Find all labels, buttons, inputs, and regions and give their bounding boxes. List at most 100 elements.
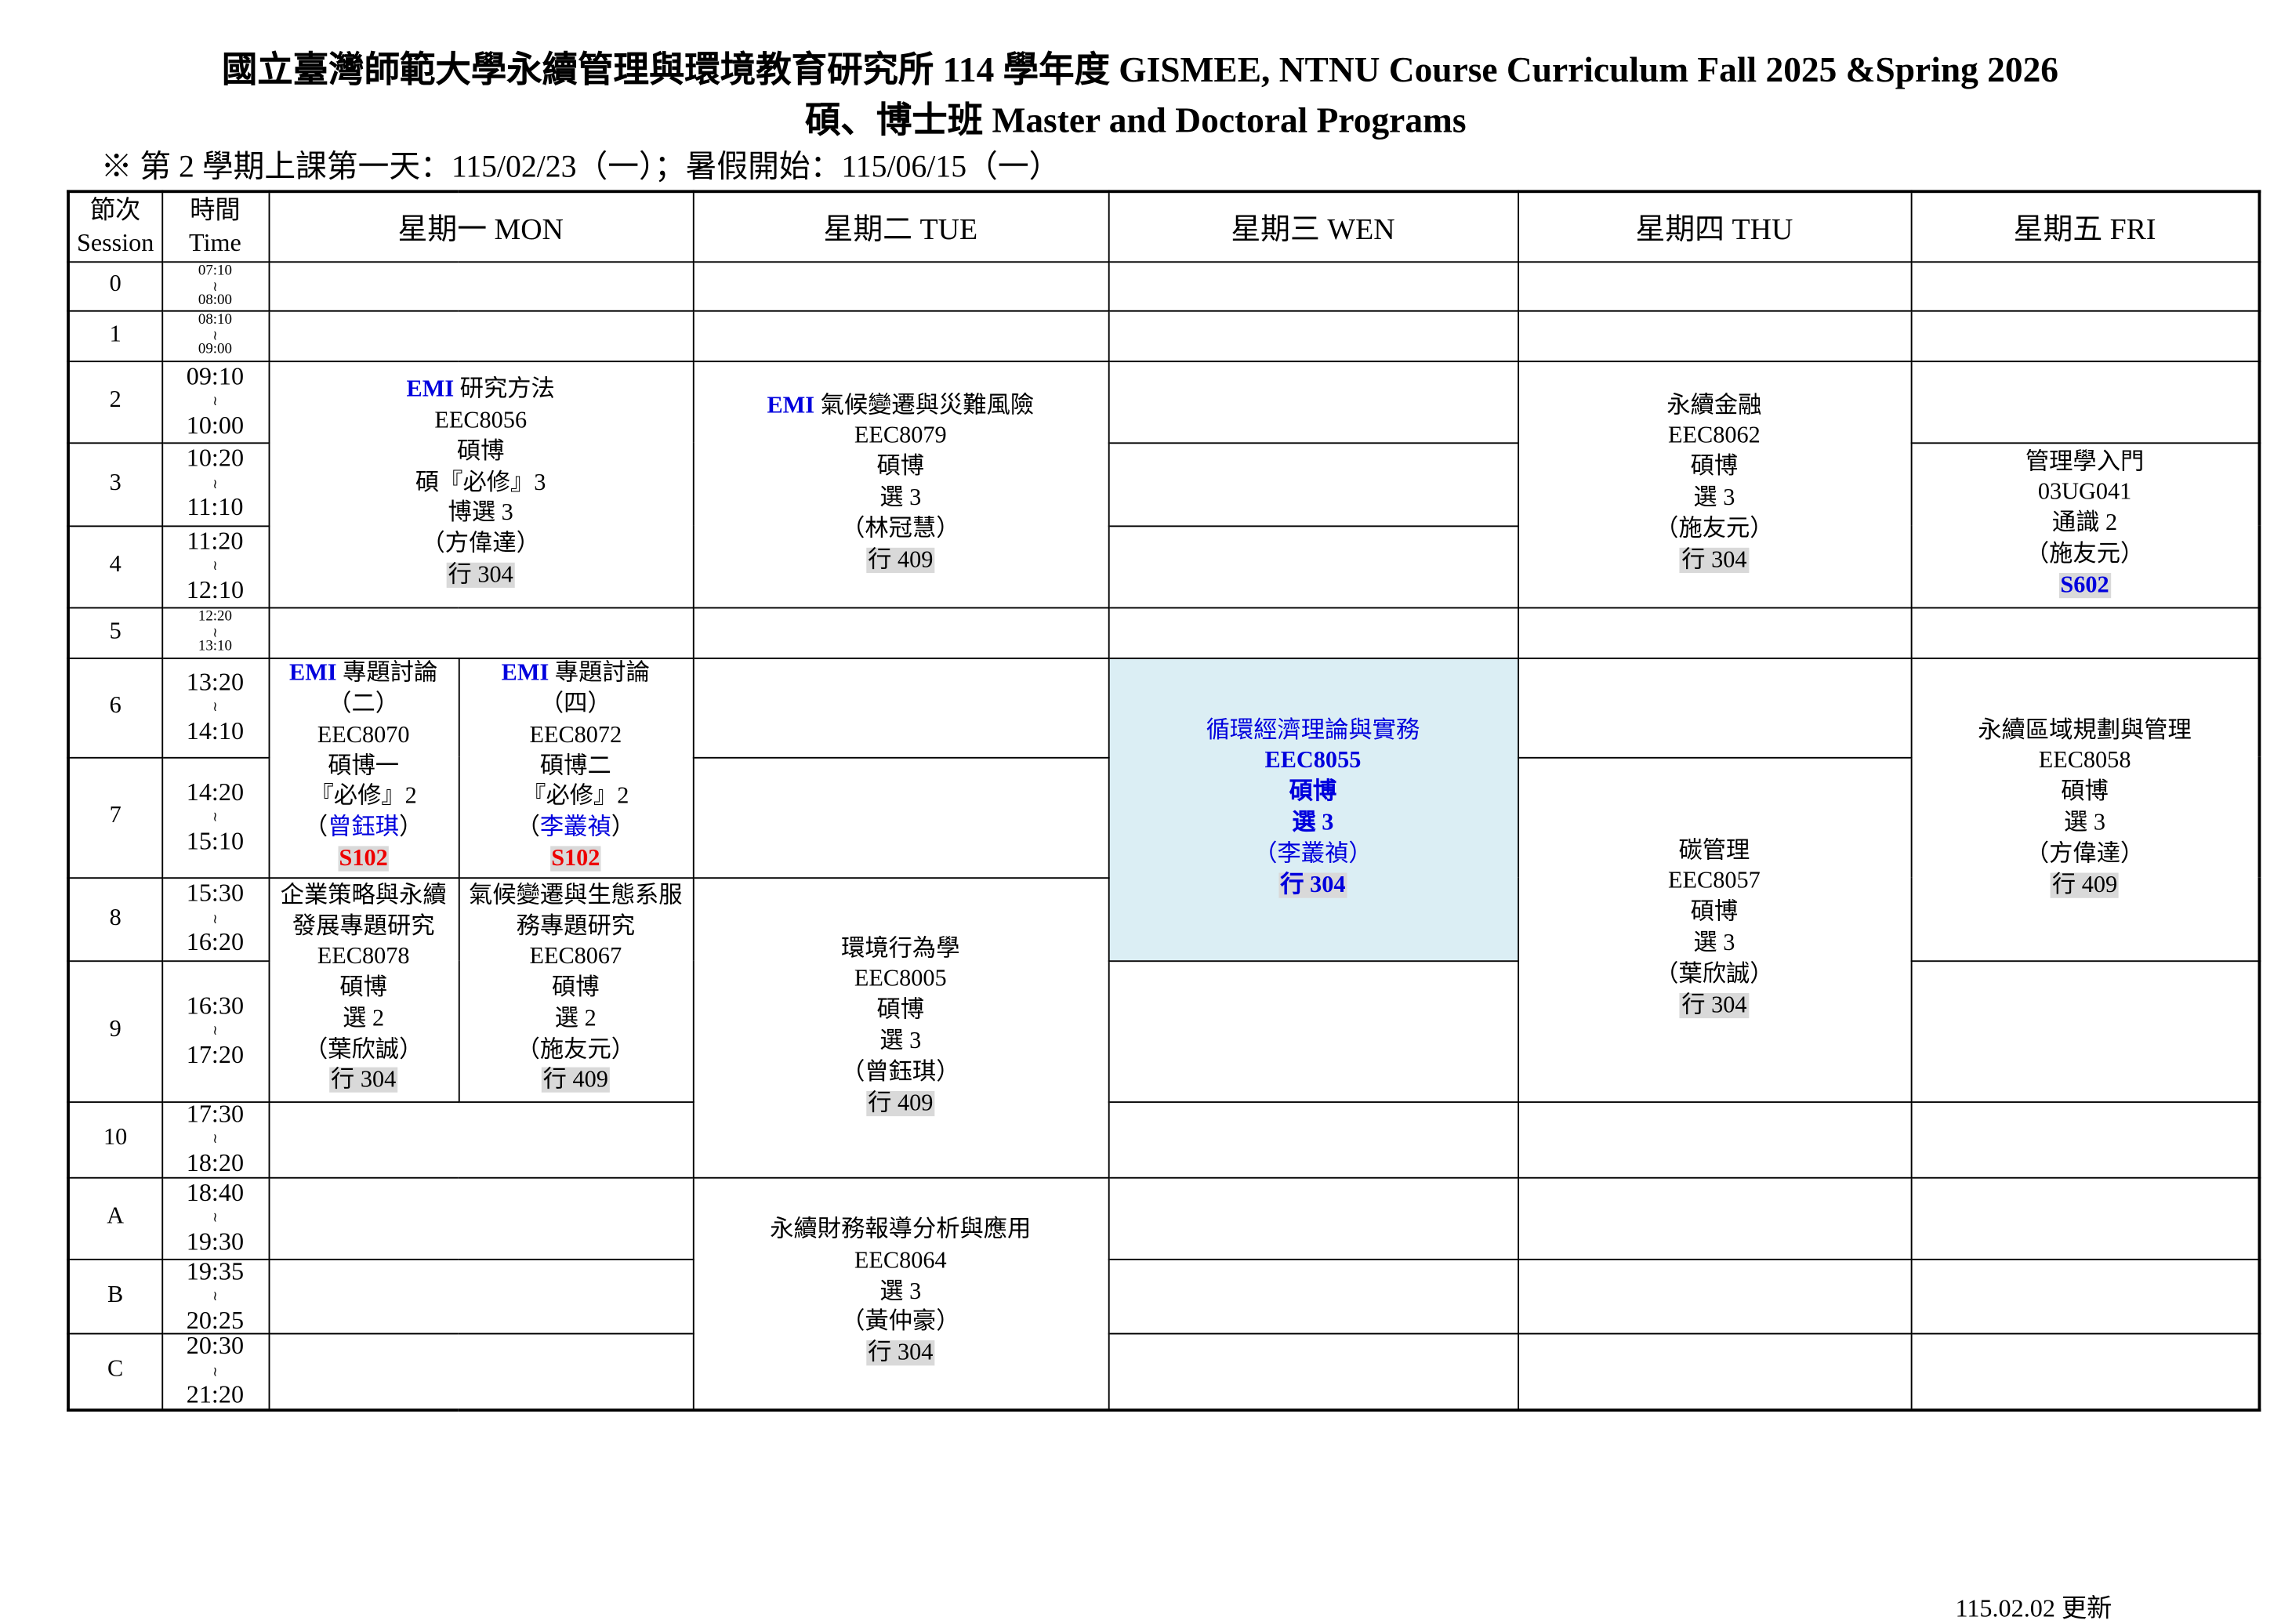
empty-slot <box>691 606 1109 658</box>
course-text: 研究方法 <box>454 377 555 403</box>
course-line: 企業策略與永續 <box>270 881 456 912</box>
course-text: EEC8056 <box>434 408 528 433</box>
course-line: 碩博 <box>1913 778 2258 809</box>
session-row: 2 09:10 ≀ 10:00 EMI 研究方法 EEC8056 碩博 碩『必修』3 博選 3 （… <box>67 360 2261 608</box>
session-row: 3 10:20 ≀ 11:10 管理學入門 03UG041 通識 2 （施友元） S602 <box>67 441 2261 608</box>
course-line: EEC8067 <box>460 943 691 973</box>
course-text: EEC8055 <box>1264 749 1362 774</box>
course-cell[interactable]: 循環經濟理論與實務 EEC8055 碩博選 3 （李叢禎） 行 304 <box>1107 657 1519 962</box>
course-text: （林冠慧） <box>841 516 960 542</box>
course-text: 管理學入門 <box>2025 448 2145 475</box>
empty-slot <box>1107 360 1519 444</box>
empty-slot <box>691 309 1109 362</box>
course-text: （二） <box>328 691 400 717</box>
course-cell[interactable]: 永續區域規劃與管理 EEC8058 碩博選 3 （方偉達） 行 409 <box>1909 657 2261 962</box>
time-range: 14:20 ≀ 15:10 <box>161 756 270 879</box>
end-time: 19:30 <box>186 1227 245 1256</box>
course-line: 『必修』2 <box>270 783 456 814</box>
course-line: 永續金融 <box>1519 391 1909 422</box>
course-cell[interactable]: EMI 專題討論 （四） EEC8072 碩博二 『必修』2 （李叢禎） S102 <box>457 657 694 879</box>
course-text: EEC8079 <box>854 423 947 449</box>
course-line: （曾鈺琪） <box>270 814 456 844</box>
session-row: 7 14:20 ≀ 15:10 碳管理 EEC8057 碩博選 3 （葉欣誠）行 304 <box>67 756 2259 1103</box>
start-time: 20:30 <box>186 1333 245 1360</box>
semester-note: ※ 第 2 學期上課第一天：115/02/23（一）；暑假開始：115/06/1… <box>100 148 1061 184</box>
course-cell[interactable]: 碳管理 EEC8057 碩博選 3 （葉欣誠） 行 304 <box>1517 756 1912 1103</box>
course-line: 碩博 <box>460 974 691 1005</box>
course-cell[interactable]: 企業策略與永續 發展專題研究 EEC8078 碩博選 2 （葉欣誠） 行 304 <box>267 876 459 1103</box>
day-header: 星期五 FRI <box>1909 190 2261 263</box>
course-line: （李叢禎） <box>1110 840 1517 871</box>
tilde-separator: ≀ <box>212 1023 218 1039</box>
session-row: A 18:40 ≀ 19:30 永續財務報導分析與應用 EEC8064 選 3 （黃仲豪） 行 … <box>67 1176 2261 1411</box>
course-cell[interactable]: EMI 研究方法 EEC8056 碩博 碩『必修』3 博選 3 （方偉達）行 304 <box>267 360 694 608</box>
course-text: 03UG041 <box>2037 480 2132 506</box>
course-line: 03UG041 <box>1913 478 2258 509</box>
course-text: 循環經濟理論與實務 <box>1206 717 1420 744</box>
course-line: 碩博 <box>270 974 456 1005</box>
course-line: 碩博 <box>270 437 691 468</box>
session-number: 10 <box>67 1100 163 1178</box>
tilde-separator: ≀ <box>212 625 218 640</box>
course-line: 選 2 <box>460 1005 691 1035</box>
course-line: S102 <box>460 845 691 875</box>
course-cell[interactable]: 永續金融 EEC8062 碩博選 3 （施友元） 行 304 <box>1517 360 1912 608</box>
course-text: （施友元） <box>2025 542 2145 567</box>
course-cell[interactable]: 管理學入門 03UG041 通識 2 （施友元） S602 <box>1909 441 2261 608</box>
empty-slot <box>1107 1100 1519 1178</box>
course-line: 博選 3 <box>270 499 691 530</box>
empty-slot <box>1909 360 2261 444</box>
course-text: 環境行為學 <box>841 936 960 962</box>
course-cell[interactable]: 永續財務報導分析與應用 EEC8064 選 3 （黃仲豪） 行 304 <box>691 1176 1109 1411</box>
empty-slot <box>267 1100 694 1178</box>
empty-slot <box>267 260 694 311</box>
course-line: 行 409 <box>460 1067 691 1097</box>
course-line: EEC8072 <box>460 721 691 752</box>
course-text: （方偉達） <box>421 531 540 557</box>
empty-slot <box>267 1332 694 1411</box>
course-text: 通識 2 <box>2051 510 2118 536</box>
course-line: （黃仲豪） <box>694 1308 1107 1339</box>
session-number: 8 <box>67 876 163 962</box>
page-subtitle: 碩、博士班 Master and Doctoral Programs <box>805 102 1467 141</box>
course-text: EEC8005 <box>854 966 947 992</box>
course-text: 碩『必修』3 <box>415 469 546 495</box>
empty-slot <box>1517 657 1912 758</box>
classroom: 行 409 <box>866 1090 935 1116</box>
session-number: 9 <box>67 959 163 1103</box>
start-time: 12:20 <box>198 608 232 625</box>
session-row: 1 08:10 ≀ 09:00 <box>67 309 2261 362</box>
course-line: 管理學入門 <box>1913 448 2258 478</box>
course-text: 發展專題研究 <box>292 913 435 939</box>
course-cell[interactable]: EMI 專題討論 （二） EEC8070 碩博一 『必修』2 （曾鈺琪） S102 <box>267 657 459 879</box>
course-line: （四） <box>460 691 691 721</box>
course-text: EEC8064 <box>854 1248 947 1274</box>
course-text: 碩博二 <box>539 753 611 779</box>
course-line: 碩博 <box>1519 453 1909 484</box>
course-text: 務專題研究 <box>516 913 636 939</box>
end-time: 15:10 <box>186 826 245 855</box>
end-time: 08:00 <box>198 292 232 308</box>
start-time: 17:30 <box>186 1101 245 1128</box>
empty-slot <box>267 309 694 362</box>
session-number: A <box>67 1176 163 1260</box>
course-text: 『必修』2 <box>310 784 417 810</box>
empty-slot <box>1517 1332 1912 1411</box>
header-row: 節次 Session 時間 Time 星期一 MON 星期二 TUE 星期三 WEN 星期四 … <box>67 190 2261 263</box>
course-line: （葉欣誠） <box>270 1035 456 1066</box>
course-text: 選 3 <box>1693 485 1735 511</box>
session-header-en: Session <box>76 228 154 257</box>
course-cell[interactable]: 氣候變遷與生態系服 務專題研究 EEC8067 碩博選 2 （施友元） 行 409 <box>457 876 694 1103</box>
empty-slot <box>1517 1176 1912 1260</box>
course-cell[interactable]: 環境行為學 EEC8005 碩博選 3 （曾鈺琪） 行 409 <box>691 876 1109 1178</box>
course-cell[interactable]: EMI 氣候變遷與災難風險 EEC8079 碩博選 3 （林冠慧）行 409 <box>691 360 1109 608</box>
session-row: 0 07:10 ≀ 08:00 <box>67 260 2261 311</box>
start-time: 09:10 <box>186 361 245 390</box>
tilde-separator: ≀ <box>212 558 218 574</box>
start-time: 16:30 <box>186 991 245 1020</box>
course-text: 選 3 <box>879 1278 922 1304</box>
course-text: （黃仲豪） <box>841 1310 960 1336</box>
course-text: （施友元） <box>1655 516 1774 542</box>
session-header-zh: 節次 <box>89 195 141 224</box>
